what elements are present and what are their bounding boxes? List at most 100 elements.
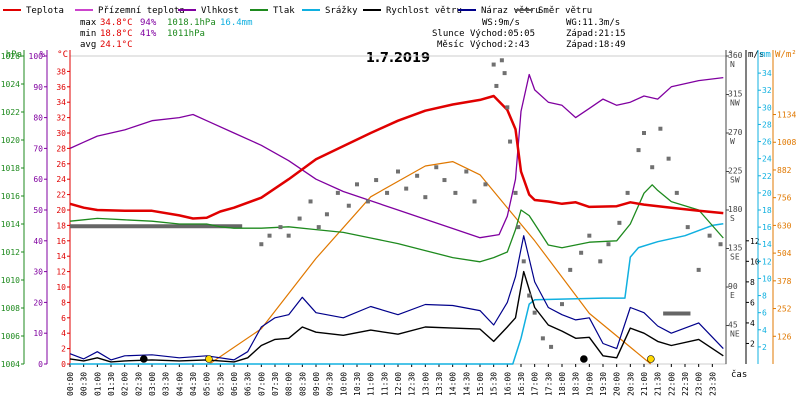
wind-direction-point xyxy=(286,233,291,238)
temp-tick-label: 24 xyxy=(56,175,66,184)
wind-direction-point xyxy=(278,225,283,230)
mm-tick-label: 4 xyxy=(762,326,767,335)
mm-tick-label: 2 xyxy=(762,343,767,352)
hpa-tick-label: 1006 xyxy=(1,332,20,341)
wind-direction-point xyxy=(666,156,671,161)
x-tick-label: 22:30 xyxy=(681,372,690,396)
wind-direction-point xyxy=(355,182,359,187)
x-tick-label: 18:30 xyxy=(572,372,581,396)
x-tick-label: 07:30 xyxy=(271,372,280,396)
legend-label: Srážky xyxy=(325,6,358,16)
wind-direction-point xyxy=(650,165,655,170)
wind-direction-point xyxy=(625,190,630,195)
wind-direction-point xyxy=(396,169,400,174)
x-tick-label: 06:30 xyxy=(244,372,253,396)
wind-direction-point xyxy=(636,148,641,153)
legend-label: Směr větru xyxy=(538,6,592,16)
x-tick-label: 09:30 xyxy=(326,372,335,396)
pct-tick-label: 30 xyxy=(33,268,43,277)
temperature-line xyxy=(69,94,724,220)
x-tick-label: 10:00 xyxy=(339,372,348,396)
pct-tick-label: 70 xyxy=(33,144,43,153)
wind-direction-point xyxy=(508,139,513,144)
pct-tick-label: 50 xyxy=(33,206,43,215)
dir-tick-label: 315 xyxy=(728,90,743,99)
pct-tick-label: 0 xyxy=(38,360,43,369)
hpa-tick-label: 1020 xyxy=(1,136,20,145)
x-tick-label: 03:00 xyxy=(148,372,157,396)
temp-tick-label: 26 xyxy=(56,160,66,169)
ms-tick-label: 6 xyxy=(750,298,755,307)
wind-direction-point xyxy=(415,173,420,178)
wm-tick-label: 1008 xyxy=(777,138,796,147)
chart-title: 1.7.2019 xyxy=(366,51,430,66)
plot-area xyxy=(69,58,724,365)
wind-direction-point xyxy=(464,169,469,174)
pct-tick-label: 10 xyxy=(33,329,43,338)
legend: Teplota Přízemní teplota Vlhkost Tlak Srážky… xyxy=(3,6,592,16)
mm-tick-label: 10 xyxy=(762,274,772,283)
stats-info: max 34.8°C 94% 1018.1hPa 16.4mm min 18.8… xyxy=(80,18,626,50)
mm-tick-label: 34 xyxy=(762,69,772,78)
temp-tick-label: 8 xyxy=(61,298,66,307)
stats-min-temp: 18.8°C xyxy=(100,29,133,39)
mm-tick-label: 22 xyxy=(762,172,772,181)
temp-tick-label: 18 xyxy=(56,221,66,230)
moon-marker xyxy=(140,355,148,363)
legend-label: Teplota xyxy=(26,6,64,16)
moon-marker xyxy=(580,355,588,363)
x-tick-label: 17:30 xyxy=(544,372,553,396)
wind-direction-point xyxy=(516,225,521,230)
pct-tick-label: 90 xyxy=(33,83,43,92)
ms-tick-label: 10 xyxy=(750,257,760,266)
x-tick-label: 02:30 xyxy=(134,372,143,396)
x-tick-label: 12:00 xyxy=(394,372,403,396)
stats-avg-label: avg xyxy=(80,40,96,50)
x-tick-label: 21:00 xyxy=(640,372,649,396)
dir-tick-label: 45 xyxy=(728,321,738,330)
hpa-tick-label: 1008 xyxy=(1,304,20,313)
sun-rise: Východ:05:05 xyxy=(470,29,535,39)
mm-tick-label: 12 xyxy=(762,257,772,266)
x-tick-label: 04:30 xyxy=(189,372,198,396)
pct-tick-label: 40 xyxy=(33,237,43,246)
wind-direction-point xyxy=(579,250,584,255)
wind-direction-point xyxy=(442,178,447,183)
hpa-tick-label: 1022 xyxy=(1,108,20,117)
wind-direction-point xyxy=(259,242,264,247)
wm-tick-label: 378 xyxy=(777,277,792,286)
dir-tick-label: 270 xyxy=(728,128,743,137)
wm-tick-label: 882 xyxy=(777,166,792,175)
wind-direction-point xyxy=(434,165,439,170)
temp-tick-label: 32 xyxy=(56,114,66,123)
wind-direction-point xyxy=(606,242,611,247)
wind-direction-point xyxy=(316,225,321,230)
wind-direction-point xyxy=(267,233,272,238)
wm-tick-label: 252 xyxy=(777,305,792,314)
wind-direction-point xyxy=(324,212,329,217)
wind-direction-point xyxy=(404,186,409,191)
x-tick-label: 22:00 xyxy=(667,372,676,396)
wind-direction-point xyxy=(540,336,545,341)
x-tick-label: 20:30 xyxy=(626,372,635,396)
temp-tick-label: 38 xyxy=(56,67,66,76)
wind-gust-line xyxy=(69,235,724,361)
wind-direction-point xyxy=(658,126,663,131)
wind-direction-point xyxy=(617,220,622,225)
x-tick-label: 01:30 xyxy=(107,372,116,396)
wind-direction-point xyxy=(505,105,510,110)
wind-direction-point xyxy=(560,302,564,307)
dir-tick-dir: SE xyxy=(730,253,740,262)
x-tick-label: 23:00 xyxy=(695,372,704,396)
mm-tick-label: 26 xyxy=(762,138,772,147)
wind-direction-point xyxy=(598,259,603,264)
mm-tick-label: 18 xyxy=(762,206,772,215)
x-tick-label: 16:00 xyxy=(503,372,512,396)
temp-tick-label: 22 xyxy=(56,191,66,200)
wind-direction-point xyxy=(453,190,458,195)
pct-tick-label: 80 xyxy=(33,114,43,123)
temp-axis-label: °C xyxy=(57,50,68,60)
mm-tick-label: 6 xyxy=(762,309,767,318)
temp-tick-label: 0 xyxy=(61,360,66,369)
wind-speed-info: WS:9m/s xyxy=(482,18,520,28)
